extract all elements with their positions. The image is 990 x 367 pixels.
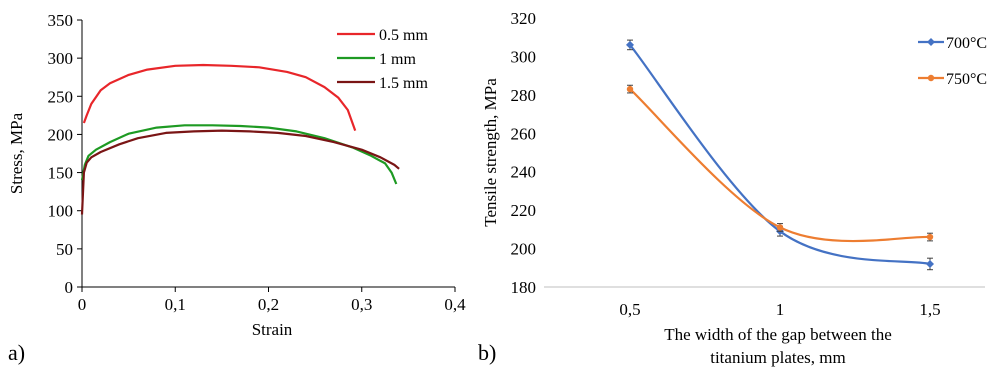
panel-a-y-tick-label: 100 <box>48 202 74 221</box>
panel-a-series-line-2 <box>80 124 398 185</box>
panel-a-y-tick-label: 200 <box>48 125 74 144</box>
panel-a-legend-label: 1 mm <box>379 51 416 68</box>
panel-a-y-axis-label: Stress, MPa <box>7 112 26 194</box>
panel-b-point-circle <box>776 224 784 231</box>
panel-a-series-line-1 <box>82 63 357 131</box>
panel-b-legend-marker <box>927 38 935 46</box>
panel-b-point-circle <box>626 85 634 93</box>
panel-a-y-tick-label: 0 <box>65 278 74 297</box>
panel-a-x-tick-label: 0,4 <box>444 295 466 314</box>
panel-a-y-tick-label: 300 <box>48 49 74 68</box>
panel-a-x-tick-label: 0,1 <box>165 295 186 314</box>
panel-b-label: b) <box>478 340 496 365</box>
panel-b-y-axis-label: Tensile strength, MPa <box>481 78 500 227</box>
panel-b-x-axis-label-line-2: titanium plates, mm <box>710 348 846 367</box>
panel-b-y-tick-label: 260 <box>511 124 537 143</box>
panel-b-legend-label: 750°C <box>946 71 987 88</box>
panel-b-point-circle <box>926 233 934 241</box>
panel-b-x-axis-label-line-1: The width of the gap between the <box>664 325 892 344</box>
panel-a-legend: 0.5 mm 1 mm 1.5 mm <box>337 27 428 92</box>
panel-a-x-tick-label: 0,3 <box>351 295 372 314</box>
panel-b-series <box>626 39 934 271</box>
panel-a-y-tick-label: 350 <box>48 11 74 30</box>
panel-b-point-diamond <box>926 259 934 268</box>
panel-b-point-diamond <box>626 40 634 49</box>
panel-a-ylabel-group: Stress, MPa <box>7 112 26 194</box>
panel-a-x-axis-label: Strain <box>252 320 293 339</box>
panel-a-y-tick-label: 150 <box>48 164 74 183</box>
panel-b-x-tick-label: 0,5 <box>619 300 640 319</box>
panel-b-series-line-1 <box>629 44 931 265</box>
panel-b-y-tick-label: 200 <box>511 240 537 259</box>
panel-a-label: a) <box>8 340 25 365</box>
panel-a-series-line-3 <box>80 129 400 215</box>
panel-a-series <box>80 63 400 215</box>
panel-b-y-tick-label: 320 <box>511 9 537 28</box>
panel-b-ticks: 180 200 220 240 260 280 300 320 0,5 1 1,5 <box>511 9 941 319</box>
panel-a-x-tick-label: 0,2 <box>258 295 279 314</box>
panel-b-y-tick-label: 240 <box>511 163 537 182</box>
panel-b-legend-marker <box>927 74 935 82</box>
panel-b-y-tick-label: 280 <box>511 86 537 105</box>
panel-a-legend-label: 1.5 mm <box>379 75 428 92</box>
panel-a-legend-label: 0.5 mm <box>379 27 428 44</box>
panel-a-ticks: 0 50 100 150 200 250 300 350 0 0,1 0,2 0,3 0,4 <box>48 11 467 314</box>
panel-a-chart: Stress, MPa Strain a) 0 50 100 150 200 250 300… <box>7 11 466 365</box>
panel-a-y-tick-label: 250 <box>48 87 74 106</box>
panel-a-y-tick-label: 50 <box>56 240 73 259</box>
panel-b-y-tick-label: 220 <box>511 201 537 220</box>
panel-b-y-tick-label: 300 <box>511 47 537 66</box>
panel-b-x-tick-label: 1 <box>776 300 785 319</box>
panel-a-x-tick-label: 0 <box>78 295 87 314</box>
panel-b-chart: Tensile strength, MPa The width of the g… <box>478 9 987 367</box>
panel-b-y-tick-label: 180 <box>511 278 537 297</box>
panel-b-legend: 700°C 750°C <box>918 35 987 88</box>
panel-b-x-tick-label: 1,5 <box>919 300 940 319</box>
panel-b-legend-label: 700°C <box>946 35 987 52</box>
panel-b-series-line-2 <box>629 88 931 243</box>
